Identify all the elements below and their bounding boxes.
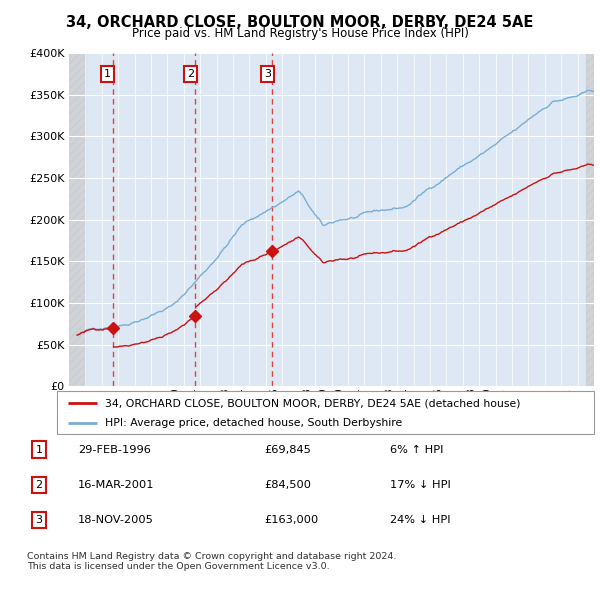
Text: 1: 1 [104, 69, 111, 79]
Bar [69, 53, 85, 386]
Text: 6% ↑ HPI: 6% ↑ HPI [390, 445, 443, 454]
Text: £69,845: £69,845 [264, 445, 311, 454]
FancyBboxPatch shape [57, 391, 594, 434]
Text: Contains HM Land Registry data © Crown copyright and database right 2024.
This d: Contains HM Land Registry data © Crown c… [27, 552, 397, 571]
Text: 3: 3 [35, 516, 43, 525]
Text: 16-MAR-2001: 16-MAR-2001 [78, 480, 155, 490]
Text: 2: 2 [187, 69, 194, 79]
Text: 3: 3 [264, 69, 271, 79]
Text: 24% ↓ HPI: 24% ↓ HPI [390, 516, 451, 525]
Bar [586, 53, 594, 386]
Text: 34, ORCHARD CLOSE, BOULTON MOOR, DERBY, DE24 5AE: 34, ORCHARD CLOSE, BOULTON MOOR, DERBY, … [67, 15, 533, 30]
Text: 1: 1 [35, 445, 43, 454]
Text: £163,000: £163,000 [264, 516, 318, 525]
Text: Price paid vs. HM Land Registry's House Price Index (HPI): Price paid vs. HM Land Registry's House … [131, 27, 469, 40]
Text: 18-NOV-2005: 18-NOV-2005 [78, 516, 154, 525]
Text: 2: 2 [35, 480, 43, 490]
Text: 34, ORCHARD CLOSE, BOULTON MOOR, DERBY, DE24 5AE (detached house): 34, ORCHARD CLOSE, BOULTON MOOR, DERBY, … [106, 398, 521, 408]
Text: 29-FEB-1996: 29-FEB-1996 [78, 445, 151, 454]
Text: £84,500: £84,500 [264, 480, 311, 490]
Text: HPI: Average price, detached house, South Derbyshire: HPI: Average price, detached house, Sout… [106, 418, 403, 428]
Text: 17% ↓ HPI: 17% ↓ HPI [390, 480, 451, 490]
